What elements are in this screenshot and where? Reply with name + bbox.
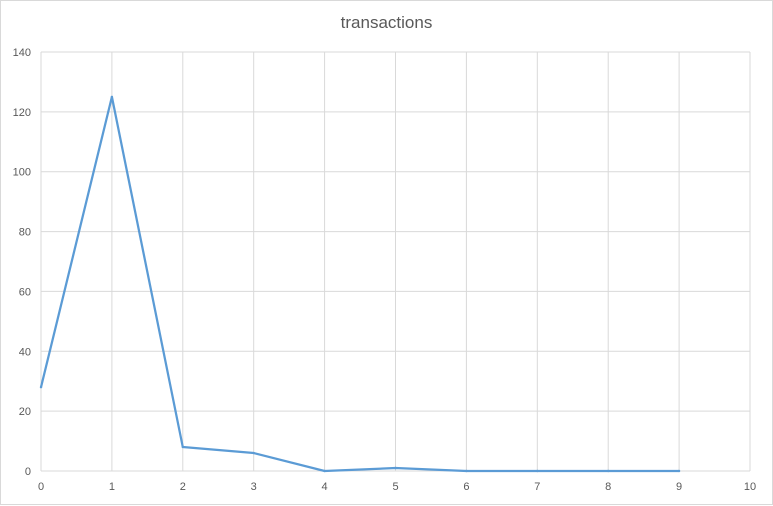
series-line xyxy=(39,95,680,473)
x-tick-label: 3 xyxy=(251,481,257,493)
y-tick-label: 120 xyxy=(13,107,31,119)
x-tick-label: 2 xyxy=(180,481,186,493)
x-tick-label: 10 xyxy=(744,481,756,493)
x-tick-label: 9 xyxy=(676,481,682,493)
y-tick-label: 60 xyxy=(19,286,31,298)
x-tick-label: 6 xyxy=(463,481,469,493)
y-tick-label: 0 xyxy=(25,466,31,478)
y-tick-label: 80 xyxy=(19,227,31,239)
data-point xyxy=(465,469,468,473)
y-tick-label: 20 xyxy=(19,406,31,418)
data-point xyxy=(252,451,255,455)
data-point xyxy=(181,445,184,449)
data-point xyxy=(323,469,326,473)
data-point xyxy=(39,386,43,389)
x-tick-label: 5 xyxy=(392,481,398,493)
x-tick-label: 4 xyxy=(322,481,328,493)
x-tick-label: 1 xyxy=(109,481,115,493)
x-tick-label: 7 xyxy=(534,481,540,493)
data-point xyxy=(677,469,681,473)
data-point xyxy=(394,466,397,470)
data-point xyxy=(536,469,539,473)
y-tick-label: 140 xyxy=(13,47,31,59)
x-tick-label: 0 xyxy=(38,481,44,493)
chart-title: transactions xyxy=(340,13,433,32)
y-tick-label: 100 xyxy=(13,167,31,179)
data-point xyxy=(607,469,610,473)
x-tick-label: 8 xyxy=(605,481,611,493)
data-point xyxy=(110,95,114,99)
y-tick-label: 40 xyxy=(19,346,31,358)
